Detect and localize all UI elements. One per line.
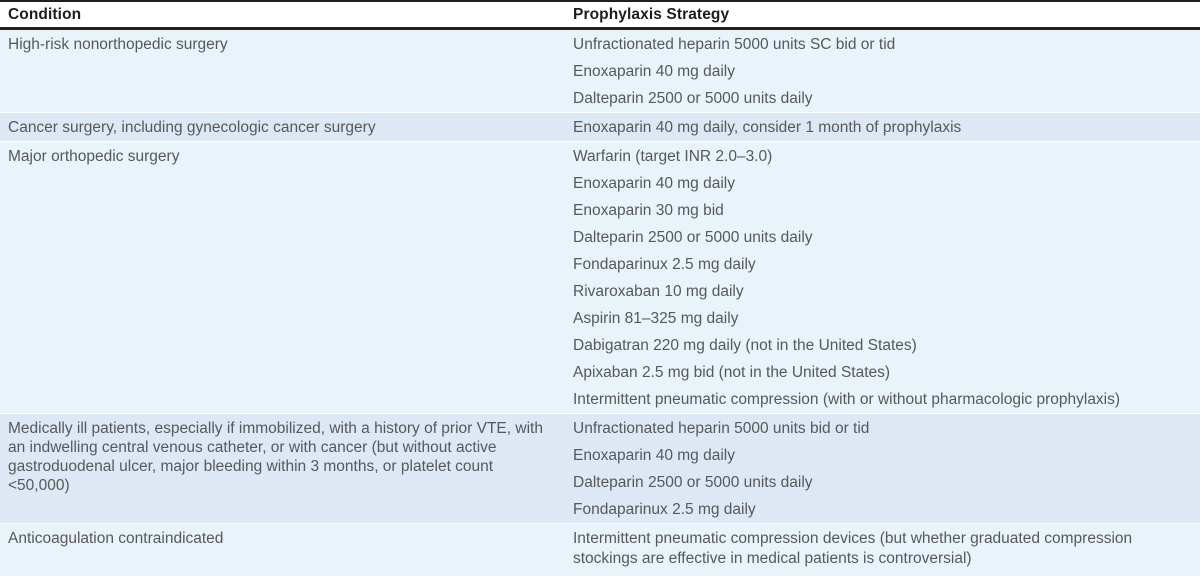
strategy-item: Enoxaparin 40 mg daily [573, 63, 735, 80]
strategy-item: Fondaparinux 2.5 mg daily [573, 256, 756, 273]
strategy-item: Unfractionated heparin 5000 units SC bid… [573, 36, 896, 53]
strategy-item: Warfarin (target INR 2.0–3.0) [573, 148, 773, 165]
strategy-item: Dalteparin 2500 or 5000 units daily [573, 229, 813, 246]
strategy-cell: Unfractionated heparin 5000 units SC bid… [565, 30, 1200, 112]
strategy-item: Rivaroxaban 10 mg daily [573, 283, 744, 300]
strategy-item: Intermittent pneumatic compression devic… [573, 530, 1133, 567]
condition-cell: Cancer surgery, including gynecologic ca… [8, 119, 376, 136]
strategy-item: Enoxaparin 40 mg daily, consider 1 month… [573, 119, 962, 136]
strategy-item: Enoxaparin 30 mg bid [573, 202, 724, 219]
strategy-cell: Unfractionated heparin 5000 units bid or… [565, 414, 1200, 523]
strategy-item: Enoxaparin 40 mg daily [573, 447, 735, 464]
strategy-item: Apixaban 2.5 mg bid (not in the United S… [573, 364, 891, 381]
strategy-item: Dalteparin 2500 or 5000 units daily [573, 474, 813, 491]
strategy-cell: Enoxaparin 40 mg daily, consider 1 month… [565, 113, 1200, 141]
strategy-cell: Warfarin (target INR 2.0–3.0) Enoxaparin … [565, 142, 1200, 413]
strategy-item: Intermittent pneumatic compression (with… [573, 391, 1121, 408]
table-row: High-risk nonorthopedic surgery Unfractio… [0, 30, 1200, 113]
condition-cell: High-risk nonorthopedic surgery [8, 36, 228, 53]
strategy-item: Dalteparin 2500 or 5000 units daily [573, 90, 813, 107]
strategy-item: Enoxaparin 40 mg daily [573, 175, 735, 192]
table-row: Cancer surgery, including gynecologic ca… [0, 113, 1200, 142]
strategy-item: Unfractionated heparin 5000 units bid or… [573, 420, 870, 437]
strategy-item: Aspirin 81–325 mg daily [573, 310, 739, 327]
strategy-item: Dabigatran 220 mg daily (not in the Unit… [573, 337, 917, 354]
table-header-row: Condition Prophylaxis Strategy [0, 0, 1200, 30]
condition-cell: Major orthopedic surgery [8, 148, 180, 165]
condition-cell: Anticoagulation contraindicated [8, 530, 224, 547]
strategy-cell: Intermittent pneumatic compression devic… [565, 524, 1200, 576]
column-header-prophylaxis-strategy: Prophylaxis Strategy [573, 6, 730, 23]
condition-cell: Medically ill patients, especially if im… [8, 420, 543, 494]
table-row: Medically ill patients, especially if im… [0, 414, 1200, 524]
table-row: Major orthopedic surgery Warfarin (target… [0, 142, 1200, 414]
strategy-item: Fondaparinux 2.5 mg daily [573, 501, 756, 518]
column-header-condition: Condition [8, 6, 82, 23]
table-row: Anticoagulation contraindicated Intermitt… [0, 524, 1200, 576]
